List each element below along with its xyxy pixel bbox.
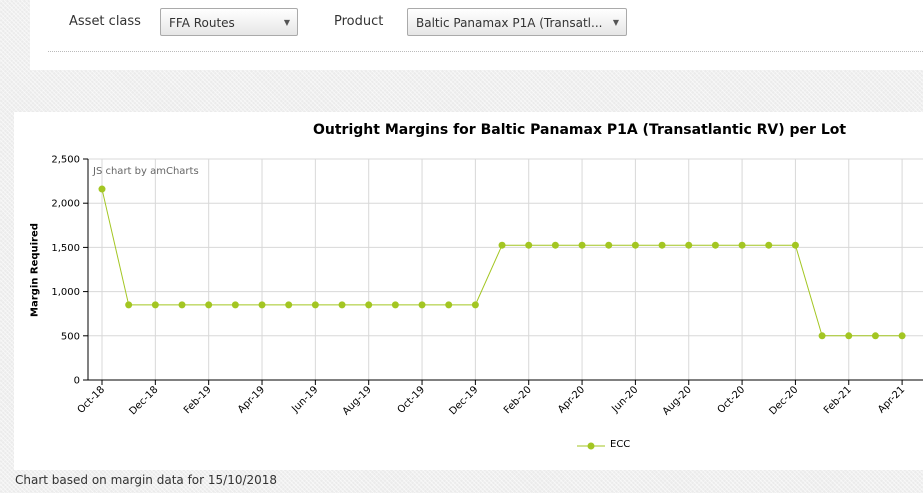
y-tick-label: 2,500 [51, 155, 80, 166]
chart-series [98, 185, 906, 340]
product-label: Product [334, 14, 384, 29]
chevron-down-icon: ▼ [283, 18, 290, 27]
product-select[interactable]: Baltic Panamax P1A (Transatl... ▼ [407, 8, 627, 36]
x-tick-label: Dec-19 [447, 384, 480, 417]
y-tick-label: 1,000 [51, 287, 80, 298]
x-tick-label: Feb-20 [502, 384, 534, 416]
data-point [711, 241, 719, 249]
y-axis-title: Margin Required [29, 223, 41, 317]
chart-panel: 0 500 1,000 1,500 2,000 2,500 Oct-18 Dec-18 Feb-… [14, 112, 923, 470]
data-point [818, 332, 826, 340]
data-point [285, 301, 293, 309]
data-point [445, 301, 453, 309]
data-point [471, 301, 479, 309]
legend-marker [587, 442, 595, 450]
data-point [391, 301, 399, 309]
asset-class-select[interactable]: FFA Routes ▼ [160, 8, 298, 36]
y-tick-label: 500 [61, 331, 80, 342]
x-tick-label: Apr-20 [556, 384, 587, 415]
data-point [898, 332, 906, 340]
data-point [125, 301, 133, 309]
x-tick-label: Oct-18 [76, 384, 108, 416]
data-point [311, 301, 319, 309]
y-tick-label: 2,000 [51, 199, 80, 210]
series-line [101, 188, 903, 337]
filter-bar: Asset class FFA Routes ▼ Product Baltic … [30, 0, 923, 70]
product-value: Baltic Panamax P1A (Transatl... [416, 16, 603, 30]
chevron-down-icon: ▼ [612, 18, 619, 27]
data-point [205, 301, 213, 309]
data-point [631, 241, 639, 249]
data-point [338, 301, 346, 309]
x-tick-label: Dec-20 [768, 384, 801, 417]
data-point [258, 301, 266, 309]
footer-note: Chart based on margin data for 15/10/201… [15, 473, 278, 487]
filter-divider [48, 51, 923, 52]
chart-title: Outright Margins for Baltic Panamax P1A … [313, 122, 847, 138]
y-tick-label: 0 [74, 376, 80, 387]
x-tick-label: Apr-19 [236, 384, 267, 415]
chart-grid [88, 158, 923, 381]
chart-canvas: 0 500 1,000 1,500 2,000 2,500 Oct-18 Dec-18 Feb-… [51, 155, 923, 450]
data-point [178, 301, 186, 309]
data-point [151, 301, 159, 309]
data-point [578, 241, 586, 249]
data-point [791, 241, 799, 249]
x-tick-label: Jun-19 [289, 384, 320, 415]
x-tick-label: Oct-20 [716, 384, 748, 416]
x-tick-label: Aug-20 [661, 384, 694, 417]
data-point [418, 301, 426, 309]
x-tick-label: Feb-19 [182, 384, 214, 416]
x-tick-label: Oct-19 [396, 384, 428, 416]
data-point [551, 241, 559, 249]
asset-class-value: FFA Routes [169, 16, 235, 30]
data-point [871, 332, 879, 340]
x-tick-label: Dec-18 [127, 384, 160, 417]
data-point [605, 241, 613, 249]
chart-credit[interactable]: JS chart by amCharts [93, 166, 199, 177]
data-point [498, 241, 506, 249]
data-point [845, 332, 853, 340]
data-point [738, 241, 746, 249]
x-tick-label: Aug-19 [341, 384, 374, 417]
data-point [98, 185, 106, 193]
legend-label[interactable]: ECC [610, 439, 631, 450]
chart-legend [577, 442, 605, 450]
data-point [685, 241, 693, 249]
chart-axes: 0 500 1,000 1,500 2,000 2,500 Oct-18 Dec-18 Feb-… [51, 155, 923, 417]
data-point [658, 241, 666, 249]
x-tick-label: Feb-21 [822, 384, 854, 416]
x-tick-label: Jun-20 [609, 384, 640, 415]
y-tick-label: 1,500 [51, 243, 80, 254]
x-tick-label: Apr-21 [876, 384, 907, 415]
data-point [525, 241, 533, 249]
data-point [365, 301, 373, 309]
data-point [765, 241, 773, 249]
asset-class-label: Asset class [69, 14, 141, 29]
data-point [231, 301, 239, 309]
